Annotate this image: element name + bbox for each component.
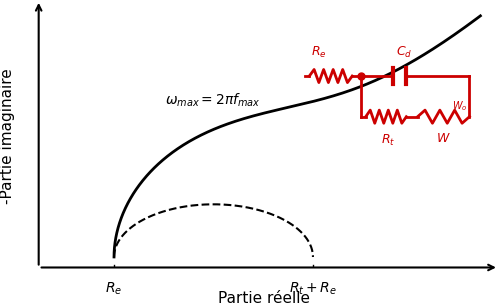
Text: Partie réelle: Partie réelle bbox=[218, 291, 310, 306]
Text: $R_e$: $R_e$ bbox=[106, 281, 123, 297]
Text: $W$: $W$ bbox=[436, 132, 451, 145]
Text: $C_d$: $C_d$ bbox=[396, 45, 412, 60]
Text: $\omega_{max}=2\pi f_{max}$: $\omega_{max}=2\pi f_{max}$ bbox=[165, 92, 260, 109]
Text: $W_o$: $W_o$ bbox=[452, 99, 467, 113]
Text: $R_t$: $R_t$ bbox=[381, 132, 395, 148]
Text: $R_t+R_e$: $R_t+R_e$ bbox=[289, 281, 337, 297]
Text: -Partie imaginaire: -Partie imaginaire bbox=[0, 68, 14, 204]
Text: $R_e$: $R_e$ bbox=[311, 45, 326, 60]
